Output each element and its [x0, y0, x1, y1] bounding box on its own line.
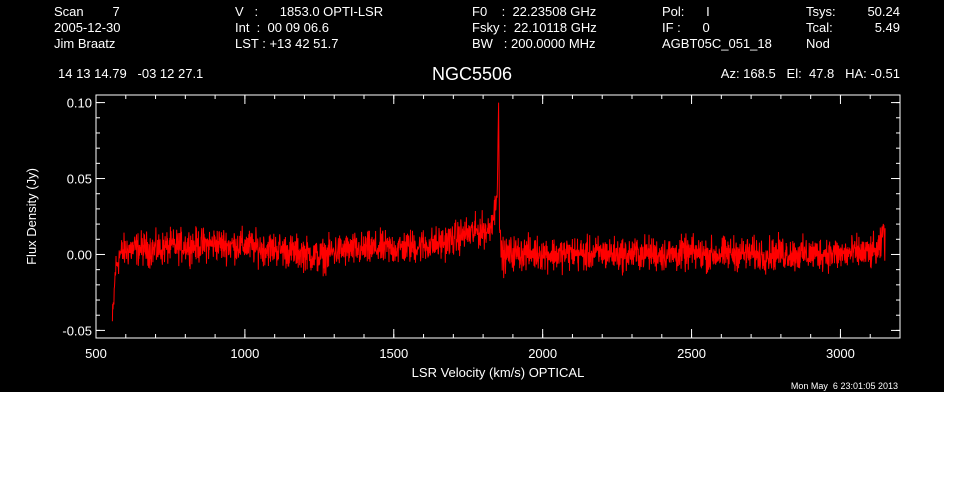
integration-label: Int : 00 09 06.6 [235, 20, 329, 35]
spectrum-trace [111, 102, 886, 322]
x-axis-title: LSR Velocity (km/s) OPTICAL [412, 365, 585, 380]
x-tick-label: 3000 [826, 346, 855, 361]
x-tick-label: 2500 [677, 346, 706, 361]
y-axis-title: Flux Density (Jy) [24, 168, 39, 265]
rest-frequency-label: F0 : 22.23508 GHz [472, 4, 597, 19]
x-tick-label: 1500 [379, 346, 408, 361]
y-tick-label: -0.05 [62, 323, 92, 338]
if-label: IF : 0 [662, 20, 710, 35]
observer-label: Jim Braatz [54, 36, 116, 51]
y-tick-label: 0.10 [67, 96, 92, 111]
coordinates-label: 14 13 14.79 -03 12 27.1 [58, 66, 204, 81]
spectrum-panel: Scan 7 2005-12-30 Jim Braatz V : 1853.0 … [0, 0, 944, 392]
project-label: AGBT05C_051_18 [662, 36, 772, 51]
x-tick-label: 1000 [230, 346, 259, 361]
polarization-label: Pol: I [662, 4, 710, 19]
x-tick-label: 2000 [528, 346, 557, 361]
velocity-label: V : 1853.0 OPTI-LSR [235, 4, 384, 19]
tsys-value: 50.24 [867, 4, 900, 19]
bandwidth-label: BW : 200.0000 MHz [472, 36, 596, 51]
timestamp-label: Mon May 6 23:01:05 2013 [790, 381, 898, 391]
scan-label: Scan 7 [54, 4, 120, 19]
az-el-ha-label: Az: 168.5 El: 47.8 HA: -0.51 [720, 66, 900, 81]
x-tick-label: 500 [85, 346, 107, 361]
object-name: NGC5506 [431, 64, 513, 84]
spectrum-plot: 500 1000 1500 2000 2500 3000 -0.05 0.00 0.05 0.10… [24, 94, 901, 380]
tcal-value: 5.49 [874, 20, 900, 35]
plot-frame [95, 94, 901, 339]
tsys-label: Tsys: [806, 4, 836, 19]
tcal-label: Tcal: [806, 20, 833, 35]
sky-frequency-label: Fsky : 22.10118 GHz [472, 20, 597, 35]
date-label: 2005-12-30 [54, 20, 121, 35]
lst-label: LST : +13 42 51.7 [235, 36, 339, 51]
y-tick-label: 0.00 [67, 247, 92, 262]
nod-label: Nod [806, 36, 830, 51]
y-tick-label: 0.05 [67, 172, 92, 187]
